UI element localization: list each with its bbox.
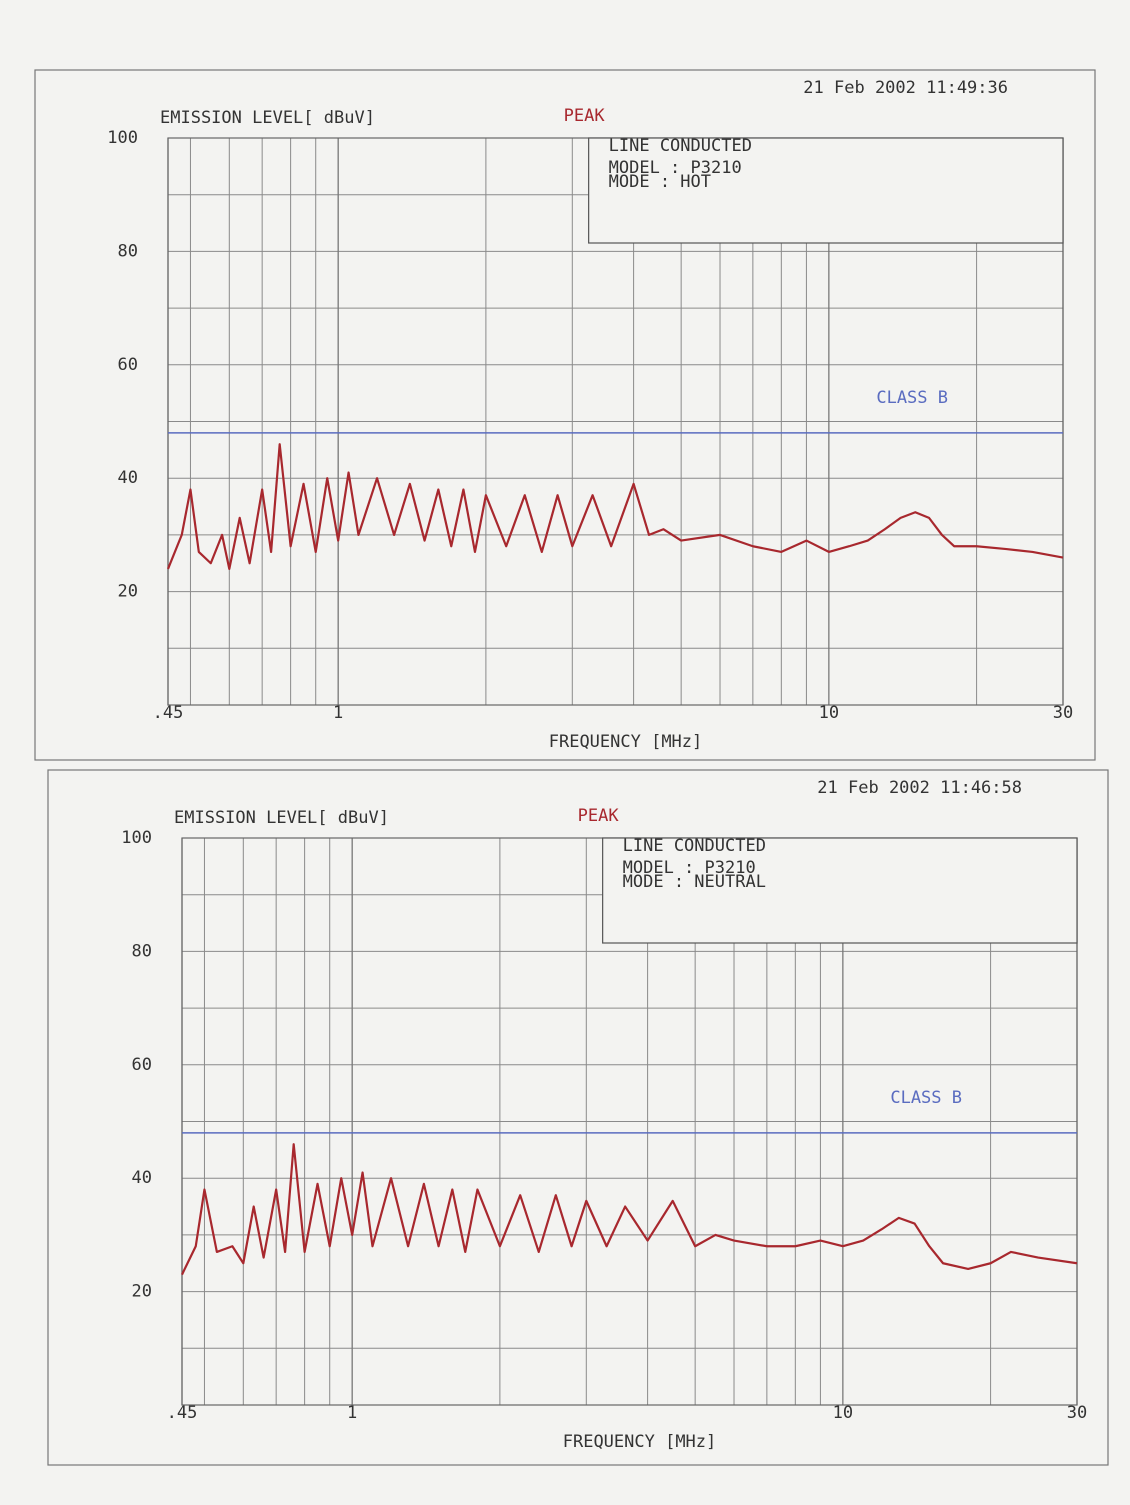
annotation: MODE : NEUTRAL — [623, 872, 766, 892]
y-tick-label: 40 — [118, 468, 138, 488]
series-name: PEAK — [564, 106, 606, 126]
series-name: PEAK — [578, 806, 620, 826]
x-axis-label: FREQUENCY [MHz] — [563, 1432, 717, 1452]
info-box — [602, 837, 1078, 944]
x-tick-label: .45 — [167, 1403, 198, 1423]
trace-line — [181, 1143, 1078, 1276]
series-name: CLASS B — [890, 1088, 962, 1108]
x-tick-label: 1 — [347, 1403, 357, 1423]
page-frame — [34, 69, 1096, 761]
series-name: CLASS B — [876, 388, 948, 408]
y-axis-label: EMISSION LEVEL[ dBuV] — [160, 108, 375, 128]
annotation: MODEL : P3210 — [623, 858, 756, 878]
page-frame — [47, 769, 1109, 1466]
x-tick-label: .45 — [153, 703, 184, 723]
annotation: MODE : HOT — [609, 172, 711, 192]
timestamp: 21 Feb 2002 11:49:36 — [803, 78, 1008, 98]
x-tick-label: 1 — [333, 703, 343, 723]
trace-line — [166, 443, 1064, 571]
y-tick-label: 80 — [118, 241, 138, 261]
x-tick-label: 10 — [833, 1403, 853, 1423]
x-tick-label: 30 — [1053, 703, 1073, 723]
y-tick-label: 100 — [107, 128, 138, 148]
y-tick-label: 20 — [132, 1282, 152, 1302]
annotation: LINE CONDUCTED — [623, 836, 766, 856]
y-tick-label: 40 — [132, 1168, 152, 1188]
y-axis-label: EMISSION LEVEL[ dBuV] — [174, 808, 389, 828]
y-tick-label: 100 — [121, 828, 152, 848]
y-tick-label: 20 — [118, 582, 138, 602]
y-tick-label: 80 — [132, 941, 152, 961]
timestamp: 21 Feb 2002 11:46:58 — [817, 778, 1022, 798]
annotation: LINE CONDUCTED — [609, 136, 752, 156]
annotation: MODEL : P3210 — [609, 158, 742, 178]
y-tick-label: 60 — [118, 355, 138, 375]
info-box — [588, 137, 1064, 244]
x-tick-label: 30 — [1067, 1403, 1087, 1423]
x-axis-label: FREQUENCY [MHz] — [549, 732, 703, 752]
x-tick-label: 10 — [819, 703, 839, 723]
y-tick-label: 60 — [132, 1055, 152, 1075]
